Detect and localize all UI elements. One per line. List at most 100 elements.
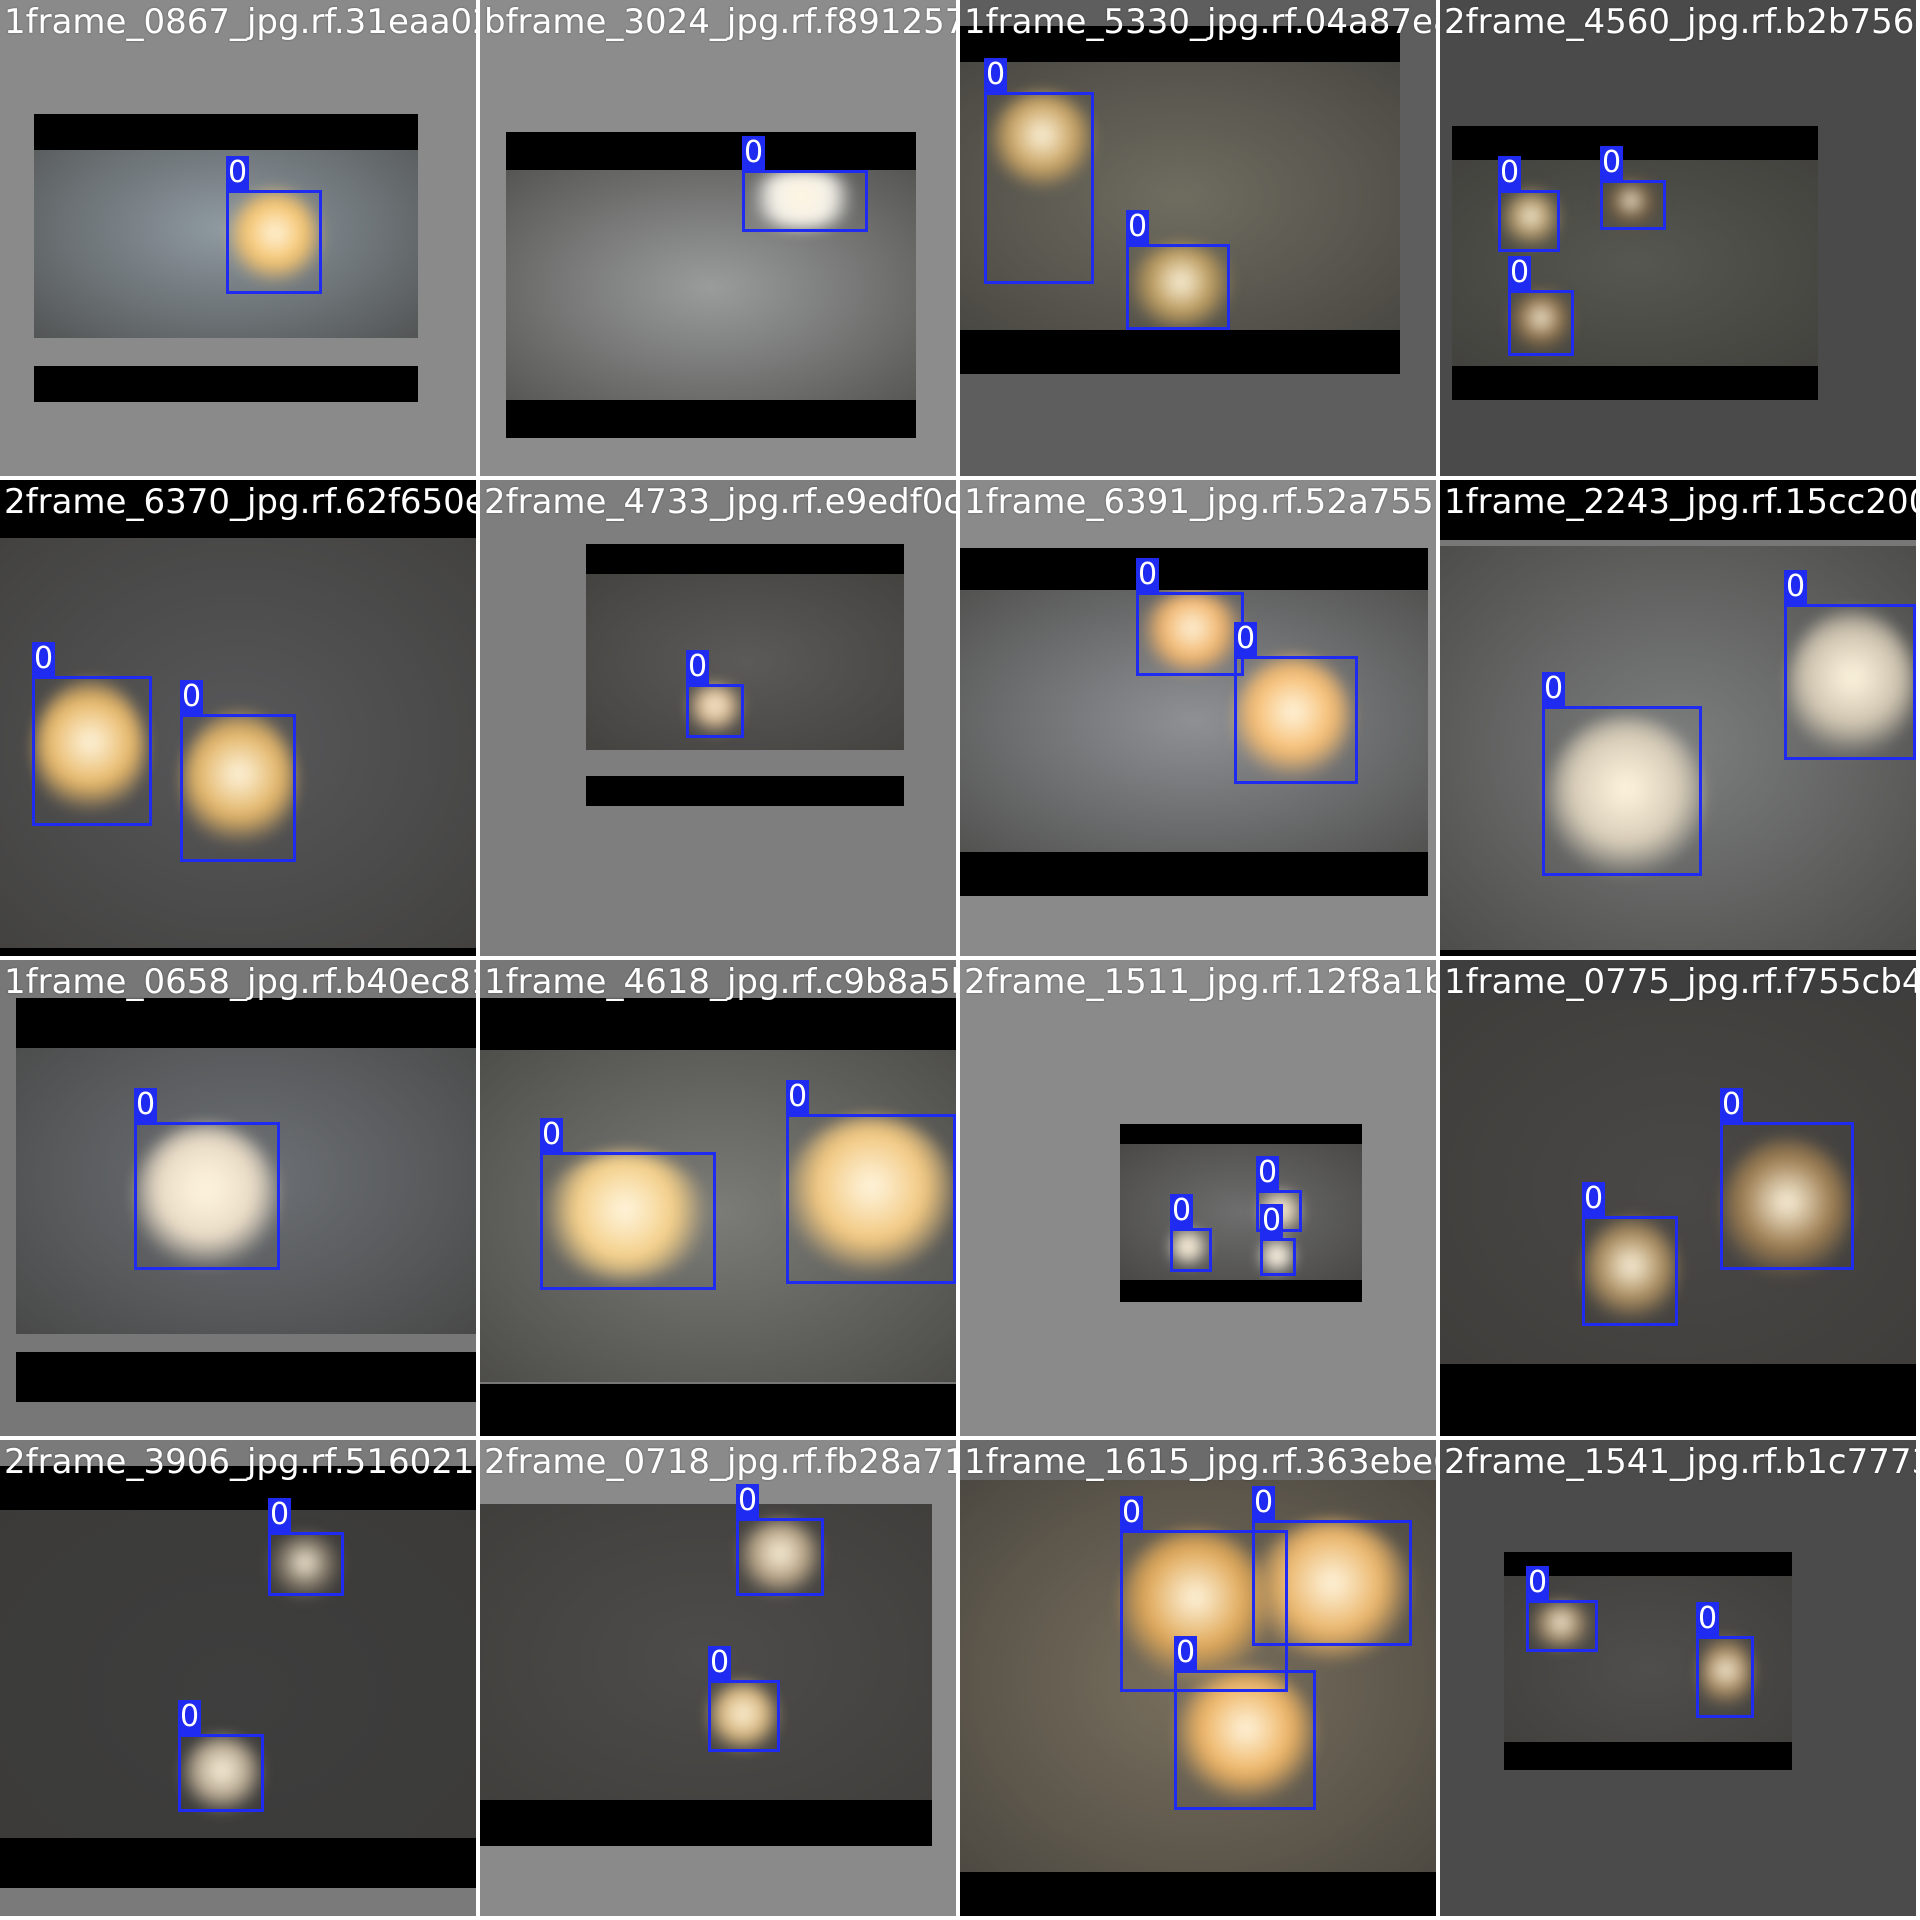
detected-object (1510, 290, 1572, 352)
bounding-box (742, 170, 868, 232)
grid-tile: 0 0 0 2frame_1511_jpg.rf.12f8a1b24a1d15405f… (960, 960, 1436, 1436)
grid-tile: 002frame_0718_jpg.rf.fb28a719fe4ae06ad75… (480, 1440, 956, 1916)
letterbox-bar (480, 1800, 932, 1846)
grid-tile: 0 bframe_3024_jpg.rf.f8912574 (480, 0, 956, 476)
bbox-class-label: 0 (1174, 1635, 1198, 1670)
tile-filename: 2frame_6370_jpg.rf.62f650e2f1614734331b (4, 482, 476, 522)
camera-frame (1120, 1144, 1362, 1280)
bbox-class-label: 0 (1600, 145, 1624, 180)
letterbox-bar (506, 400, 916, 438)
bbox-class-label: 0 (180, 679, 204, 714)
letterbox-bar (34, 114, 418, 150)
grid-tile: 0 0 1frame_4618_jpg.rf.c9b8a5b2fa1586f231d… (480, 960, 956, 1436)
detected-object (1584, 1218, 1678, 1324)
camera-frame (586, 574, 904, 750)
tile-filename: 1frame_6391_jpg.rf.52a7551f0427384366e6 (964, 482, 1436, 522)
detected-object (182, 712, 296, 850)
bounding-box (1234, 656, 1358, 784)
bounding-box (984, 92, 1094, 284)
letterbox-bar (1440, 480, 1916, 540)
detected-object (786, 1116, 956, 1272)
bbox-class-label: 0 (1234, 621, 1258, 656)
bounding-box (786, 1114, 956, 1284)
detected-object (230, 190, 320, 285)
letterbox-bar (1504, 1742, 1792, 1770)
letterbox-bar (0, 1838, 476, 1888)
tile-filename: 2frame_1541_jpg.rf.b1c7773 (1444, 1442, 1916, 1482)
grid-tile: 0 0 1frame_6391_jpg.rf.52a7551f0427384366e… (960, 480, 1436, 956)
bbox-class-label: 0 (736, 1483, 760, 1518)
bounding-box (736, 1518, 824, 1596)
bounding-box (686, 684, 744, 738)
tile-filename: 1frame_2243_jpg.rf.15cc200 (1444, 482, 1916, 522)
detected-object (1722, 1138, 1852, 1280)
grid-tile: 0 0 1frame_5330_jpg.rf.04a87e8f93c0e456503… (960, 0, 1436, 476)
letterbox-bar (1504, 1552, 1792, 1576)
bbox-class-label: 0 (1582, 1181, 1606, 1216)
tile-filename: 2frame_0718_jpg.rf.fb28a719fe4ae06ad75be (484, 1442, 956, 1482)
bbox-class-label: 0 (984, 57, 1008, 92)
detected-object (134, 1124, 278, 1268)
bounding-box (1508, 290, 1574, 356)
bbox-class-label: 0 (32, 641, 56, 676)
bbox-class-label: 0 (742, 135, 766, 170)
tile-filename: bframe_3024_jpg.rf.f8912574 (484, 2, 956, 42)
grid-tile: 0 0 0 2frame_4560_jpg.rf.b2b7565 (1440, 0, 1916, 476)
bbox-class-label: 0 (134, 1087, 158, 1122)
bbox-class-label: 0 (540, 1117, 564, 1152)
bbox-class-label: 0 (226, 155, 250, 190)
detected-object (1252, 1520, 1412, 1660)
camera-frame (0, 1506, 476, 1878)
bbox-class-label: 0 (178, 1699, 202, 1734)
bounding-box (1260, 1238, 1296, 1276)
detected-object (738, 1520, 822, 1594)
letterbox-bar (960, 852, 1428, 896)
bounding-box (178, 1734, 264, 1812)
tile-filename: 2frame_1511_jpg.rf.12f8a1b24a1d15405f2 (964, 962, 1436, 1002)
detected-object (1788, 610, 1916, 760)
bbox-class-label: 0 (1260, 1203, 1284, 1238)
detected-object (34, 680, 146, 818)
bounding-box (1136, 592, 1244, 676)
bounding-box (226, 190, 322, 294)
letterbox-bar (1120, 1280, 1362, 1302)
detected-object (268, 1534, 342, 1598)
bbox-class-label: 0 (1720, 1087, 1744, 1122)
bbox-class-label: 0 (708, 1645, 732, 1680)
detected-object (1234, 656, 1352, 780)
bounding-box (708, 1680, 780, 1752)
detected-object (1548, 716, 1704, 878)
tile-filename: 1frame_0775_jpg.rf.f755cb4 (1444, 962, 1916, 1002)
bounding-box (32, 676, 152, 826)
bbox-class-label: 0 (1784, 569, 1808, 604)
camera-frame (480, 1504, 932, 1812)
detected-object (540, 1152, 710, 1280)
detected-object (1700, 1636, 1752, 1712)
bbox-class-label: 0 (268, 1497, 292, 1532)
bbox-class-label: 0 (686, 649, 710, 684)
grid-tile: 0 0 2frame_1541_jpg.rf.b1c7773 (1440, 1440, 1916, 1916)
tile-filename: 1frame_4618_jpg.rf.c9b8a5b2fa1586f231dc (484, 962, 956, 1002)
letterbox-bar (1440, 950, 1916, 956)
detected-object (1128, 244, 1234, 328)
tile-filename: 2frame_4560_jpg.rf.b2b7565 (1444, 2, 1916, 42)
letterbox-bar (0, 1466, 476, 1510)
bbox-class-label: 0 (1256, 1155, 1280, 1190)
detected-object (1260, 1240, 1294, 1274)
letterbox-bar (16, 1352, 476, 1402)
bounding-box (1126, 244, 1230, 330)
bounding-box (1252, 1520, 1412, 1646)
letterbox-bar (960, 26, 1400, 62)
bbox-class-label: 0 (1696, 1601, 1720, 1636)
bounding-box (1526, 1600, 1598, 1652)
detected-object (1502, 190, 1560, 248)
letterbox-bar (480, 998, 956, 1050)
letterbox-bar (960, 330, 1400, 374)
letterbox-bar (16, 998, 476, 1048)
bbox-class-label: 0 (1136, 557, 1160, 592)
detected-object (990, 92, 1094, 188)
grid-tile: 0 0 1frame_2243_jpg.rf.15cc200 (1440, 480, 1916, 956)
letterbox-bar (960, 1872, 1436, 1916)
bbox-class-label: 0 (1508, 255, 1532, 290)
